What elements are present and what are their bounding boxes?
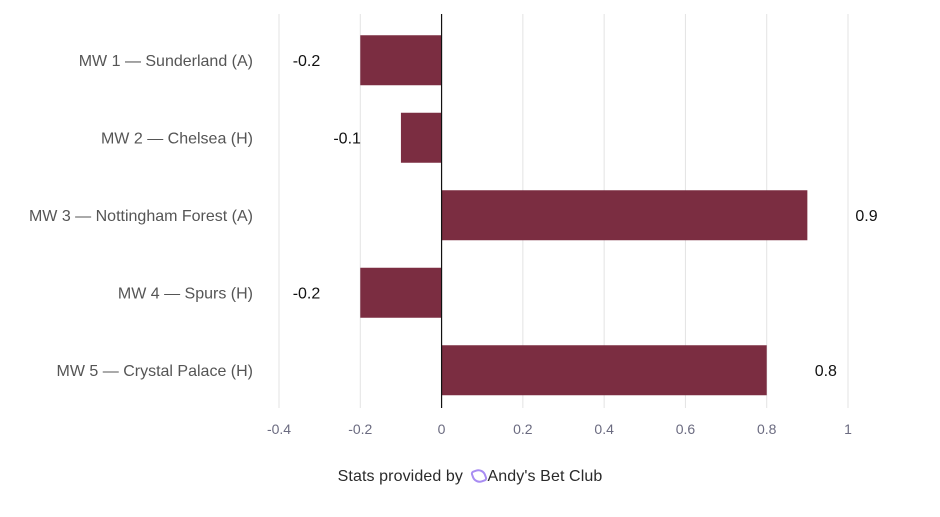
data-label: 0.9 [855, 208, 877, 225]
category-label: MW 4 — Spurs (H) [118, 285, 253, 302]
data-label: -0.2 [293, 285, 321, 302]
andys-bet-club-logo-icon [469, 467, 488, 485]
x-tick-label: 0.2 [513, 421, 533, 437]
category-label: MW 2 — Chelsea (H) [101, 130, 253, 147]
bar [441, 345, 767, 396]
category-label: MW 5 — Crystal Palace (H) [57, 363, 253, 380]
data-label: 0.8 [815, 363, 837, 380]
footer-credit: Stats provided by Andy's Bet Club [0, 467, 940, 486]
data-label: -0.2 [293, 53, 321, 70]
x-tick-label: -0.2 [348, 421, 372, 437]
footer-prefix: Stats provided by [337, 468, 463, 485]
category-label: MW 1 — Sunderland (A) [79, 53, 253, 70]
x-tick-label: 0.8 [757, 421, 777, 437]
x-tick-label: 1 [844, 421, 852, 437]
bar [360, 35, 442, 86]
x-tick-label: 0 [438, 421, 446, 437]
x-tick-label: -0.4 [267, 421, 291, 437]
bar [400, 112, 442, 163]
x-tick-label: 0.6 [676, 421, 696, 437]
x-tick-label: 0.4 [594, 421, 614, 437]
bar [441, 190, 808, 241]
footer-brand: Andy's Bet Club [487, 468, 603, 485]
data-label: -0.1 [333, 130, 361, 147]
bar [360, 267, 442, 318]
category-label: MW 3 — Nottingham Forest (A) [29, 208, 253, 225]
